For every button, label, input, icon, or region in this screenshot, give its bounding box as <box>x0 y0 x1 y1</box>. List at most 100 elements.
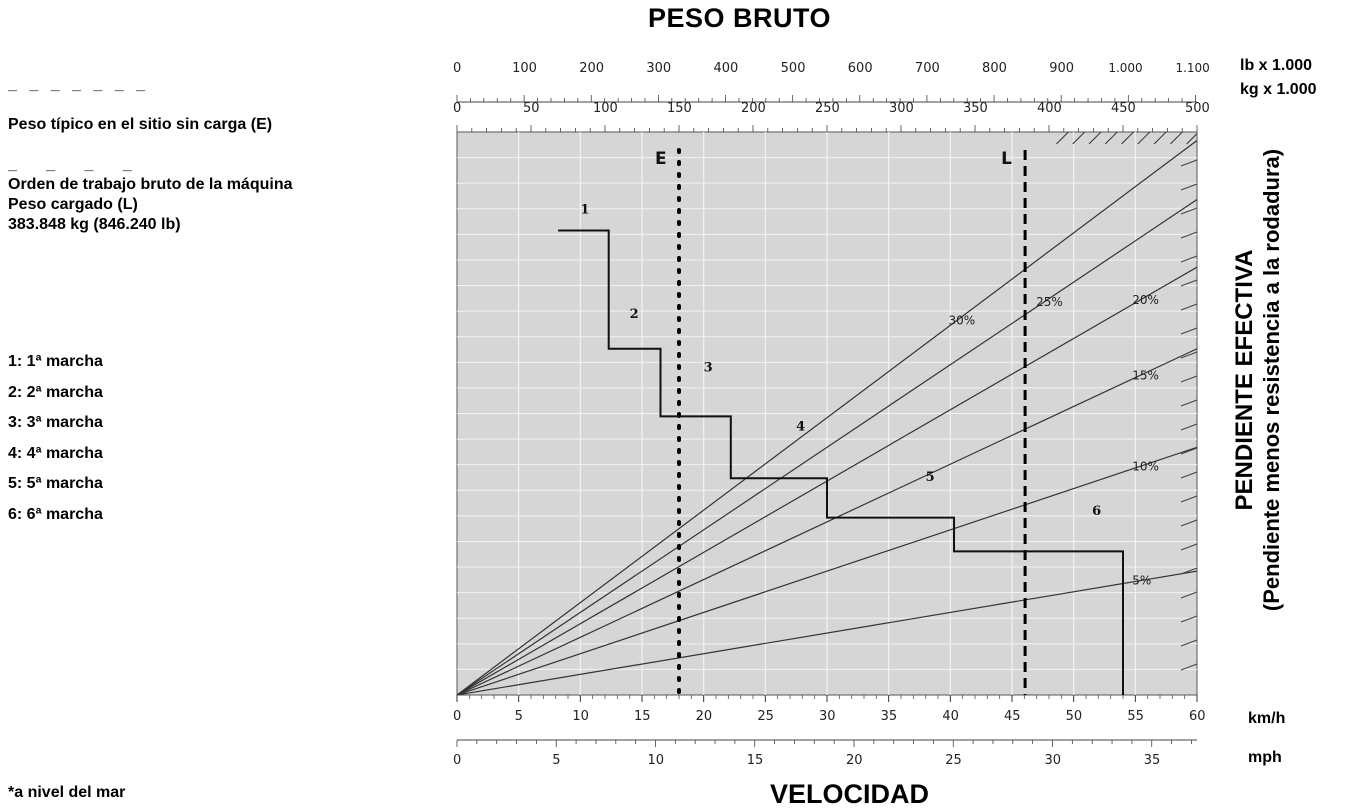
grade-line <box>457 348 1197 695</box>
kmh-tick-label: 45 <box>1004 709 1021 724</box>
marker-label: E <box>655 149 667 169</box>
right-edge-tick <box>1180 663 1198 671</box>
grade-extension-hatch <box>1056 132 1070 145</box>
grade-label: 20% <box>1132 293 1159 307</box>
right-edge-tick <box>1180 159 1198 167</box>
gear-legend-item: 3: 3ª marcha <box>8 414 103 431</box>
grade-line <box>457 199 1197 695</box>
grade-label: 30% <box>949 314 976 328</box>
kmh-tick-label: 10 <box>572 709 589 724</box>
lb-tick-label: 700 <box>915 61 940 76</box>
grade-line <box>457 446 1197 695</box>
kg-tick-label: 500 <box>1185 101 1210 116</box>
right-edge-tick <box>1180 591 1198 599</box>
grade-label: 25% <box>1036 295 1063 309</box>
right-edge-tick <box>1180 543 1198 551</box>
grade-label: 5% <box>1132 574 1151 588</box>
lb-tick-label: 500 <box>781 61 806 76</box>
loaded-weight-description-3: 383.848 kg (846.240 lb) <box>8 216 181 233</box>
right-edge-tick <box>1180 567 1198 575</box>
kmh-tick-label: 60 <box>1189 709 1206 724</box>
gear-label: 2 <box>630 307 639 322</box>
grade-line <box>457 570 1197 695</box>
kg-tick-label: 0 <box>453 101 461 116</box>
mph-tick-label: 35 <box>1144 753 1161 768</box>
mph-tick-label: 5 <box>552 753 560 768</box>
mph-tick-label: 15 <box>747 753 764 768</box>
kmh-tick-label: 25 <box>757 709 774 724</box>
right-edge-tick <box>1180 351 1198 359</box>
kg-tick-label: 450 <box>1111 101 1136 116</box>
empty-weight-description: Peso típico en el sitio sin carga (E) <box>8 116 273 133</box>
gear-label: 3 <box>704 360 713 375</box>
mph-tick-label: 20 <box>846 753 863 768</box>
kmh-tick-label: 20 <box>696 709 713 724</box>
gear-legend-item: 2: 2ª marcha <box>8 383 103 401</box>
grade-extension-hatch <box>1170 132 1184 145</box>
gear-legend-item: 5: 5ª marcha <box>8 475 103 492</box>
grade-label: 10% <box>1132 459 1159 473</box>
kg-tick-label: 100 <box>593 101 618 116</box>
kmh-unit-label: km/h <box>1248 710 1286 727</box>
grade-extension-hatch <box>1104 132 1118 145</box>
grade-extension-hatch <box>1186 132 1197 145</box>
grade-extension-hatch <box>1153 132 1167 145</box>
marker-label: L <box>1001 149 1012 169</box>
mph-unit-label: mph <box>1248 749 1282 766</box>
right-edge-tick <box>1180 423 1198 431</box>
kmh-tick-label: 0 <box>453 709 461 724</box>
gear-legend-item: 1: 1ª marcha <box>8 353 103 370</box>
mph-tick-label: 30 <box>1044 753 1061 768</box>
loaded-weight-description-2: Peso cargado (L) <box>8 196 138 213</box>
right-edge-tick <box>1180 495 1198 503</box>
kmh-tick-label: 15 <box>634 709 651 724</box>
kg-tick-label: 50 <box>523 101 540 116</box>
lb-tick-label: 900 <box>1049 61 1074 76</box>
kg-tick-label: 350 <box>963 101 988 116</box>
kg-tick-label: 150 <box>667 101 692 116</box>
kmh-tick-label: 30 <box>819 709 836 724</box>
empty-weight-line-sample: _ _ _ _ _ _ _ <box>8 76 149 93</box>
rimpull-curve <box>558 229 1124 695</box>
gear-label: 6 <box>1092 504 1101 519</box>
right-edge-tick <box>1180 231 1198 239</box>
mph-tick-label: 0 <box>453 753 461 768</box>
gear-label: 4 <box>796 419 805 434</box>
loaded-weight-line-sample: _ _ _ _ <box>8 156 136 173</box>
lb-tick-label: 400 <box>714 61 739 76</box>
grade-extension-hatch <box>1121 132 1135 145</box>
right-edge-tick <box>1180 255 1198 263</box>
kmh-tick-label: 40 <box>942 709 959 724</box>
lb-tick-label: 200 <box>579 61 604 76</box>
kg-tick-label: 200 <box>741 101 766 116</box>
gear-legend: 1: 1ª marcha 2: 2ª marcha 3: 3ª marcha 4… <box>8 347 103 530</box>
gear-legend-item: 6: 6ª marcha <box>8 505 103 523</box>
loaded-weight-description-1: Orden de trabajo bruto de la máquina <box>8 176 293 193</box>
gear-label: 1 <box>580 203 589 218</box>
grade-line <box>457 139 1197 695</box>
kg-tick-label: 400 <box>1037 101 1062 116</box>
lb-tick-label: 0 <box>453 61 461 76</box>
right-edge-tick <box>1180 639 1198 647</box>
legend-panel: _ _ _ _ _ _ _ Peso típico en el sitio si… <box>8 75 428 235</box>
grade-extension-hatch <box>1072 132 1086 145</box>
mph-tick-label: 10 <box>647 753 664 768</box>
right-edge-tick <box>1180 327 1198 335</box>
kg-unit-label: kg x 1.000 <box>1240 81 1317 98</box>
kg-tick-label: 300 <box>889 101 914 116</box>
right-edge-tick <box>1180 447 1198 455</box>
mph-tick-label: 25 <box>945 753 962 768</box>
right-edge-tick <box>1180 399 1198 407</box>
grade-label: 15% <box>1132 368 1159 382</box>
right-edge-tick <box>1180 375 1198 383</box>
right-edge-tick <box>1180 207 1198 215</box>
kg-tick-label: 250 <box>815 101 840 116</box>
right-edge-tick <box>1180 471 1198 479</box>
kmh-tick-label: 55 <box>1127 709 1144 724</box>
right-edge-tick <box>1180 303 1198 311</box>
right-edge-tick <box>1180 279 1198 287</box>
kmh-tick-label: 50 <box>1066 709 1083 724</box>
lb-tick-label: 300 <box>646 61 671 76</box>
chart-title: PESO BRUTO <box>648 3 832 33</box>
lb-tick-label: 100 <box>512 61 537 76</box>
